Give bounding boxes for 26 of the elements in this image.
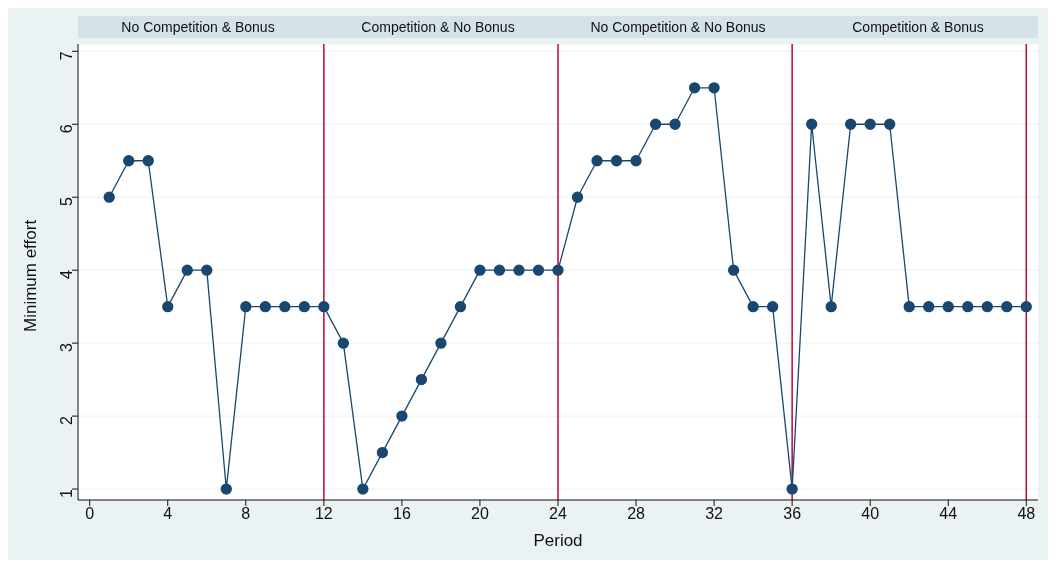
y-tick-label: 6 bbox=[57, 124, 75, 134]
y-tick-label: 1 bbox=[57, 488, 75, 498]
y-tick-label: 7 bbox=[57, 51, 75, 61]
text: Competition & Bonus bbox=[851, 18, 985, 37]
x-tick-label: 44 bbox=[939, 505, 958, 523]
x-tick-label: 16 bbox=[393, 505, 411, 523]
x-tick-label: 8 bbox=[241, 505, 251, 523]
y-tick-label: 3 bbox=[57, 343, 75, 353]
x-tick-label: 40 bbox=[861, 505, 880, 523]
x-tick-label: 12 bbox=[314, 505, 333, 523]
x-tick-label: 32 bbox=[705, 505, 724, 523]
y-tick-label: 4 bbox=[57, 270, 75, 280]
x-tick-label: 4 bbox=[163, 505, 173, 523]
x-tick-label: 28 bbox=[627, 505, 646, 523]
y-tick-label: 5 bbox=[57, 197, 75, 207]
x-tick-label: 36 bbox=[783, 505, 802, 523]
x-axis-title: Period bbox=[533, 531, 583, 550]
x-tick-label: 0 bbox=[85, 505, 95, 523]
text: No Competition & Bonus bbox=[120, 18, 276, 37]
x-tick-label: 20 bbox=[471, 505, 489, 523]
x-tick-label: 24 bbox=[549, 505, 567, 523]
y-tick-label: 2 bbox=[57, 416, 75, 425]
y-axis-title: Minimum effort bbox=[21, 219, 41, 332]
text: No Competition & No Bonus bbox=[589, 18, 767, 37]
x-tick-label: 48 bbox=[1017, 505, 1036, 523]
text: Competition & No Bonus bbox=[360, 18, 516, 37]
